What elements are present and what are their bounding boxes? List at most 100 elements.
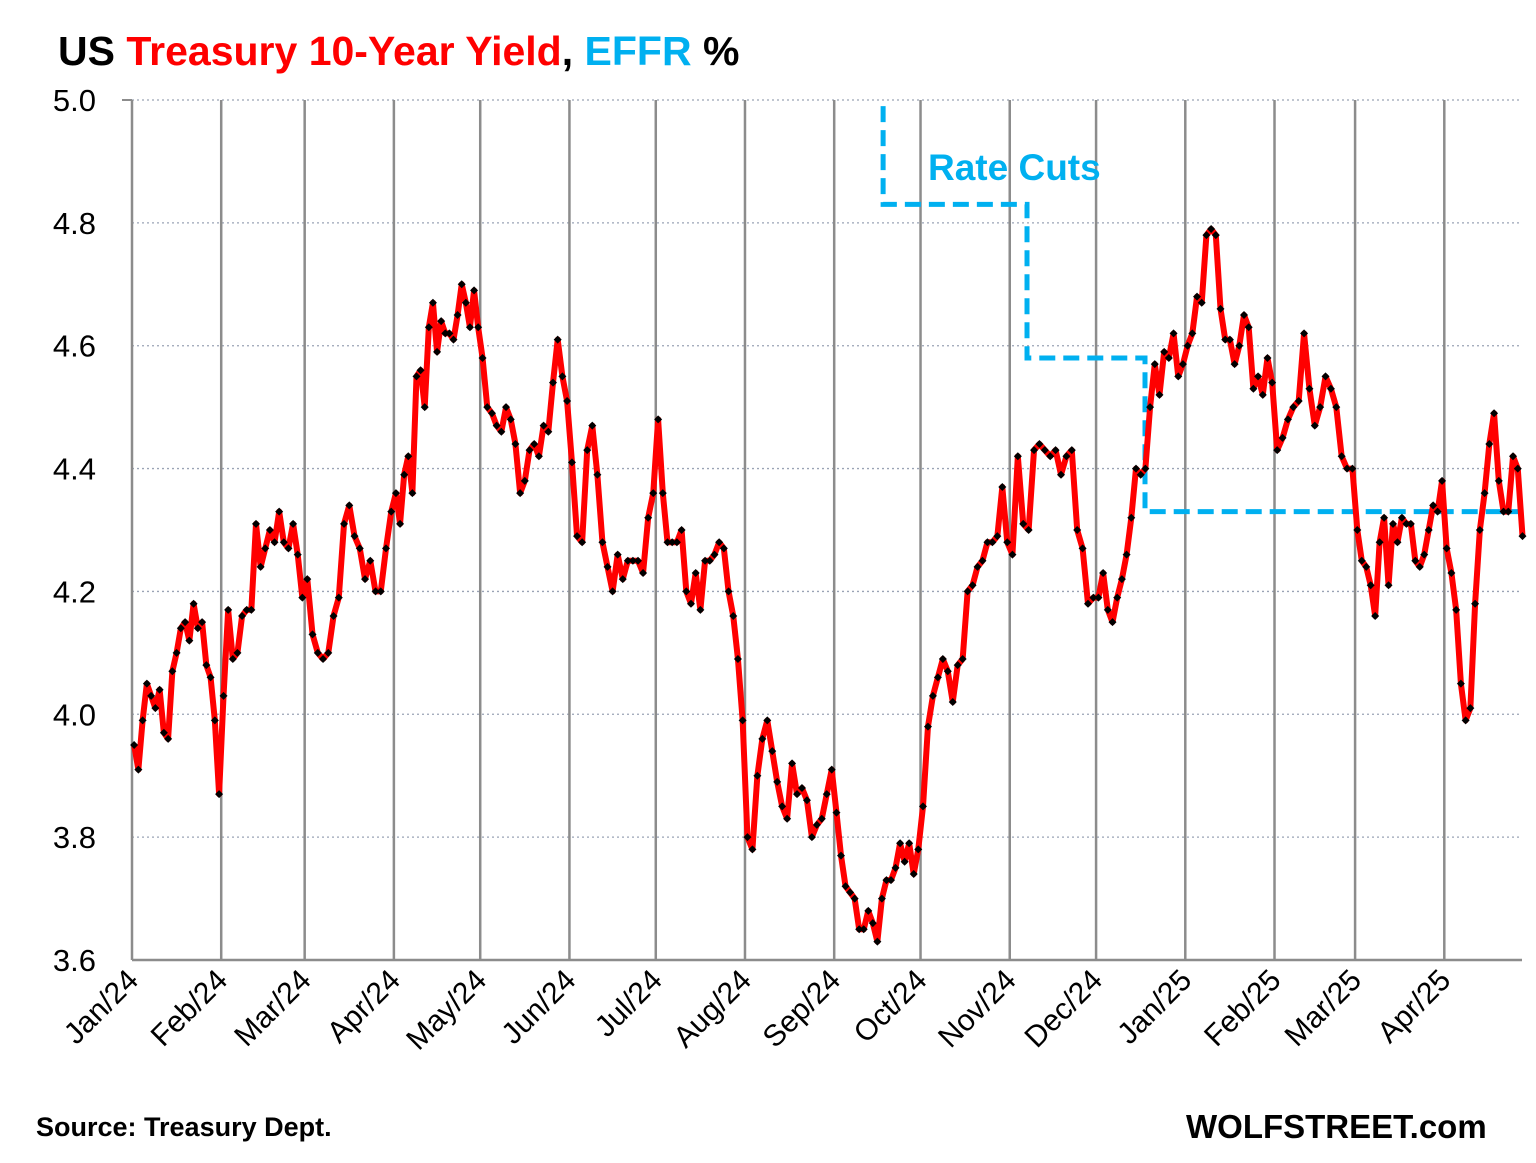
- yield-point: [1475, 526, 1484, 534]
- yield-point: [914, 845, 923, 854]
- yield-point: [1073, 526, 1082, 534]
- x-tick-label: Apr/24: [321, 964, 407, 1050]
- yield-point: [1300, 329, 1309, 338]
- yield-point: [453, 311, 462, 319]
- y-tick-label: 4.2: [53, 574, 96, 609]
- yield-point: [176, 624, 185, 633]
- yield-point: [539, 421, 548, 430]
- yield-point: [391, 489, 400, 498]
- yield-point: [938, 655, 947, 663]
- yield-point: [1371, 612, 1380, 620]
- yield-point: [210, 716, 219, 725]
- yield-point: [753, 771, 762, 780]
- yield-point: [308, 630, 317, 639]
- yield-point: [298, 593, 307, 602]
- yield-point: [701, 556, 710, 565]
- yield-point: [658, 489, 667, 498]
- yield-point: [928, 691, 937, 700]
- y-tick-label: 4.0: [53, 697, 96, 732]
- yield-point: [783, 814, 792, 823]
- yield-point: [1146, 403, 1155, 412]
- yield-point: [1040, 446, 1049, 455]
- yield-point: [1402, 519, 1411, 528]
- yield-point: [649, 489, 658, 498]
- yield-point: [530, 440, 539, 448]
- yield-point: [682, 587, 691, 596]
- yield-point: [1485, 440, 1494, 448]
- yield-point: [1057, 470, 1066, 479]
- title-percent: %: [691, 28, 740, 74]
- yield-point: [1051, 446, 1060, 455]
- yield-point: [404, 452, 413, 461]
- yield-point: [1332, 403, 1341, 412]
- yield-point: [710, 550, 719, 559]
- yield-point: [441, 329, 450, 338]
- yield-point: [724, 587, 733, 596]
- yield-point: [900, 857, 909, 866]
- yield-point: [361, 575, 370, 584]
- y-tick-label: 3.8: [53, 820, 96, 855]
- yield-point: [198, 618, 207, 627]
- yield-point: [1019, 519, 1028, 528]
- yield-point: [1343, 464, 1352, 473]
- yield-point: [228, 655, 237, 663]
- yield-point: [1278, 433, 1287, 442]
- yield-point: [172, 648, 181, 657]
- yield-line: [131, 226, 1526, 945]
- yield-point: [247, 605, 256, 614]
- yield-point: [1193, 292, 1202, 301]
- yield-point: [778, 802, 787, 811]
- yield-point: [896, 839, 905, 848]
- yield-point: [1122, 550, 1131, 559]
- yield-point: [768, 747, 777, 756]
- y-tick-label: 4.6: [53, 329, 96, 364]
- yield-point: [1420, 550, 1429, 559]
- yield-point: [958, 655, 967, 663]
- yield-point: [206, 673, 215, 682]
- y-tick-label: 3.6: [53, 943, 96, 978]
- yield-point: [1030, 446, 1039, 455]
- yield-point: [553, 335, 562, 344]
- yield-point: [289, 519, 298, 528]
- yield-point: [1127, 513, 1136, 522]
- yield-point: [534, 452, 543, 461]
- yield-point: [159, 728, 168, 737]
- yield-point: [313, 648, 322, 657]
- yield-point: [1389, 519, 1398, 528]
- yield-point: [319, 655, 328, 663]
- yield-point: [293, 550, 302, 559]
- yield-point: [279, 538, 288, 547]
- yield-point: [1113, 593, 1122, 602]
- yield-point: [1353, 526, 1362, 534]
- yield-point: [705, 556, 714, 565]
- yield-point: [1178, 360, 1187, 369]
- rate-cuts-annotation: Rate Cuts: [928, 147, 1101, 188]
- yield-point: [773, 777, 782, 786]
- yield-point: [520, 476, 529, 485]
- yield-point: [329, 612, 338, 620]
- yield-point: [1188, 329, 1197, 338]
- yield-point: [355, 544, 364, 553]
- yield-point: [1230, 360, 1239, 369]
- yield-point: [812, 820, 821, 829]
- yield-point: [923, 722, 932, 731]
- yield-point: [242, 605, 251, 614]
- yield-point: [1504, 507, 1513, 516]
- yield-point: [155, 685, 164, 694]
- yield-point: [1438, 476, 1447, 485]
- yield-point: [613, 550, 622, 559]
- yield-point: [832, 808, 841, 817]
- yield-point: [998, 483, 1007, 491]
- yield-point: [758, 734, 767, 743]
- yield-point: [345, 501, 354, 510]
- yield-point: [841, 882, 850, 891]
- yield-point: [1283, 415, 1292, 424]
- yield-point: [219, 691, 228, 700]
- x-tick-label: Sep/24: [757, 964, 848, 1055]
- yield-point: [1466, 704, 1475, 713]
- yield-point: [623, 556, 632, 565]
- yield-point: [1202, 231, 1211, 240]
- yield-point: [1197, 298, 1206, 307]
- yield-point: [130, 741, 139, 749]
